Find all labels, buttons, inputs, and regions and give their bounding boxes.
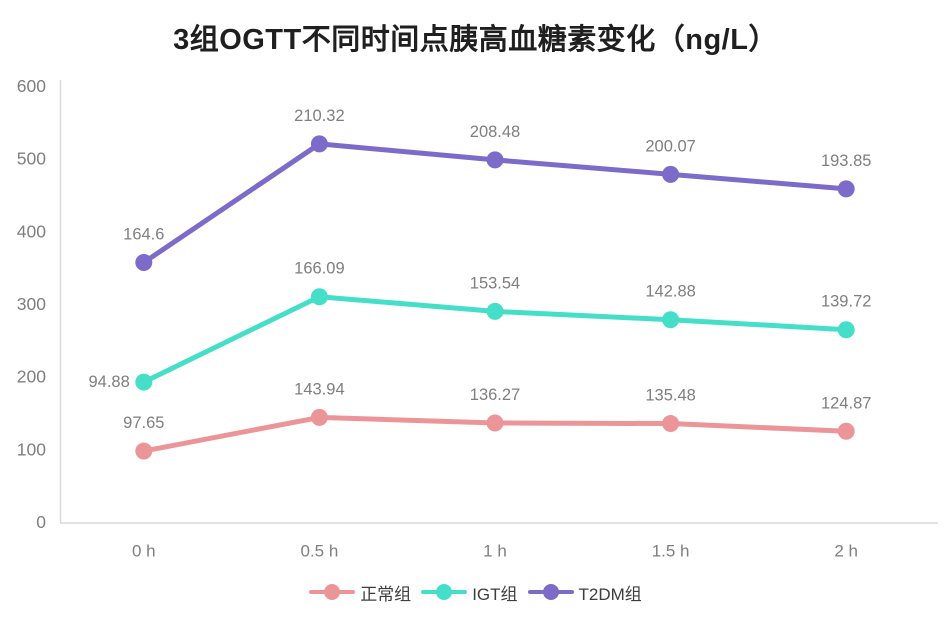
- legend-label-normal: 正常组: [360, 584, 412, 604]
- legend-line-dot-icon: [527, 583, 574, 601]
- x-tick-label: 1.5 h: [652, 542, 690, 561]
- data-point-t2dm: [837, 180, 855, 198]
- data-point-igt: [837, 321, 855, 339]
- data-point-igt: [135, 373, 153, 391]
- y-tick-label: 100: [17, 439, 46, 459]
- data-label-igt: 153.54: [470, 274, 520, 292]
- legend-item-igt: IGT组: [421, 580, 518, 605]
- data-label-t2dm: 210.32: [294, 107, 344, 125]
- y-tick-label: 300: [17, 294, 46, 314]
- legend-label-igt: IGT组: [472, 584, 518, 604]
- legend-line-dot-icon: [421, 583, 468, 601]
- chart-legend: 正常组 IGT组 T2DM组: [0, 577, 951, 607]
- data-point-igt: [310, 288, 328, 306]
- y-tick-label: 500: [17, 149, 46, 169]
- data-label-t2dm: 200.07: [645, 137, 695, 155]
- data-label-normal: 143.94: [294, 380, 344, 398]
- data-label-t2dm: 208.48: [470, 123, 520, 141]
- legend-label-t2dm: T2DM组: [578, 584, 642, 604]
- x-tick-label: 2 h: [834, 542, 858, 561]
- legend-item-t2dm: T2DM组: [527, 580, 642, 605]
- data-label-normal: 135.48: [645, 387, 695, 405]
- data-point-t2dm: [310, 135, 328, 153]
- legend-item-normal: 正常组: [309, 580, 411, 605]
- data-label-igt: 142.88: [645, 283, 695, 301]
- data-point-igt: [662, 311, 680, 329]
- x-tick-label: 0 h: [132, 542, 156, 561]
- data-point-normal: [486, 414, 504, 432]
- x-tick-label: 0.5 h: [300, 542, 338, 561]
- chart-title: 3组OGTT不同时间点胰高血糖素变化（ng/L）: [173, 24, 778, 56]
- data-label-normal: 124.87: [821, 394, 871, 412]
- data-point-normal: [837, 422, 855, 440]
- data-point-normal: [310, 408, 328, 426]
- data-label-normal: 136.27: [470, 386, 520, 404]
- data-label-t2dm: 164.6: [123, 225, 164, 243]
- y-tick-label: 200: [17, 367, 46, 387]
- y-tick-label: 400: [17, 221, 46, 241]
- data-label-normal: 97.65: [123, 414, 164, 432]
- y-tick-label: 600: [17, 76, 46, 96]
- data-label-igt: 166.09: [294, 260, 344, 278]
- data-point-t2dm: [486, 151, 504, 169]
- data-point-t2dm: [662, 165, 680, 183]
- data-point-t2dm: [135, 253, 153, 271]
- data-point-normal: [662, 415, 680, 433]
- legend-line-dot-icon: [309, 583, 356, 601]
- x-tick-label: 1 h: [483, 542, 507, 561]
- data-label-t2dm: 193.85: [821, 152, 871, 170]
- data-label-igt: 139.72: [821, 293, 871, 311]
- data-point-igt: [486, 302, 504, 320]
- data-label-igt: 94.88: [89, 373, 130, 391]
- data-point-normal: [135, 442, 153, 460]
- y-tick-label: 0: [36, 512, 46, 532]
